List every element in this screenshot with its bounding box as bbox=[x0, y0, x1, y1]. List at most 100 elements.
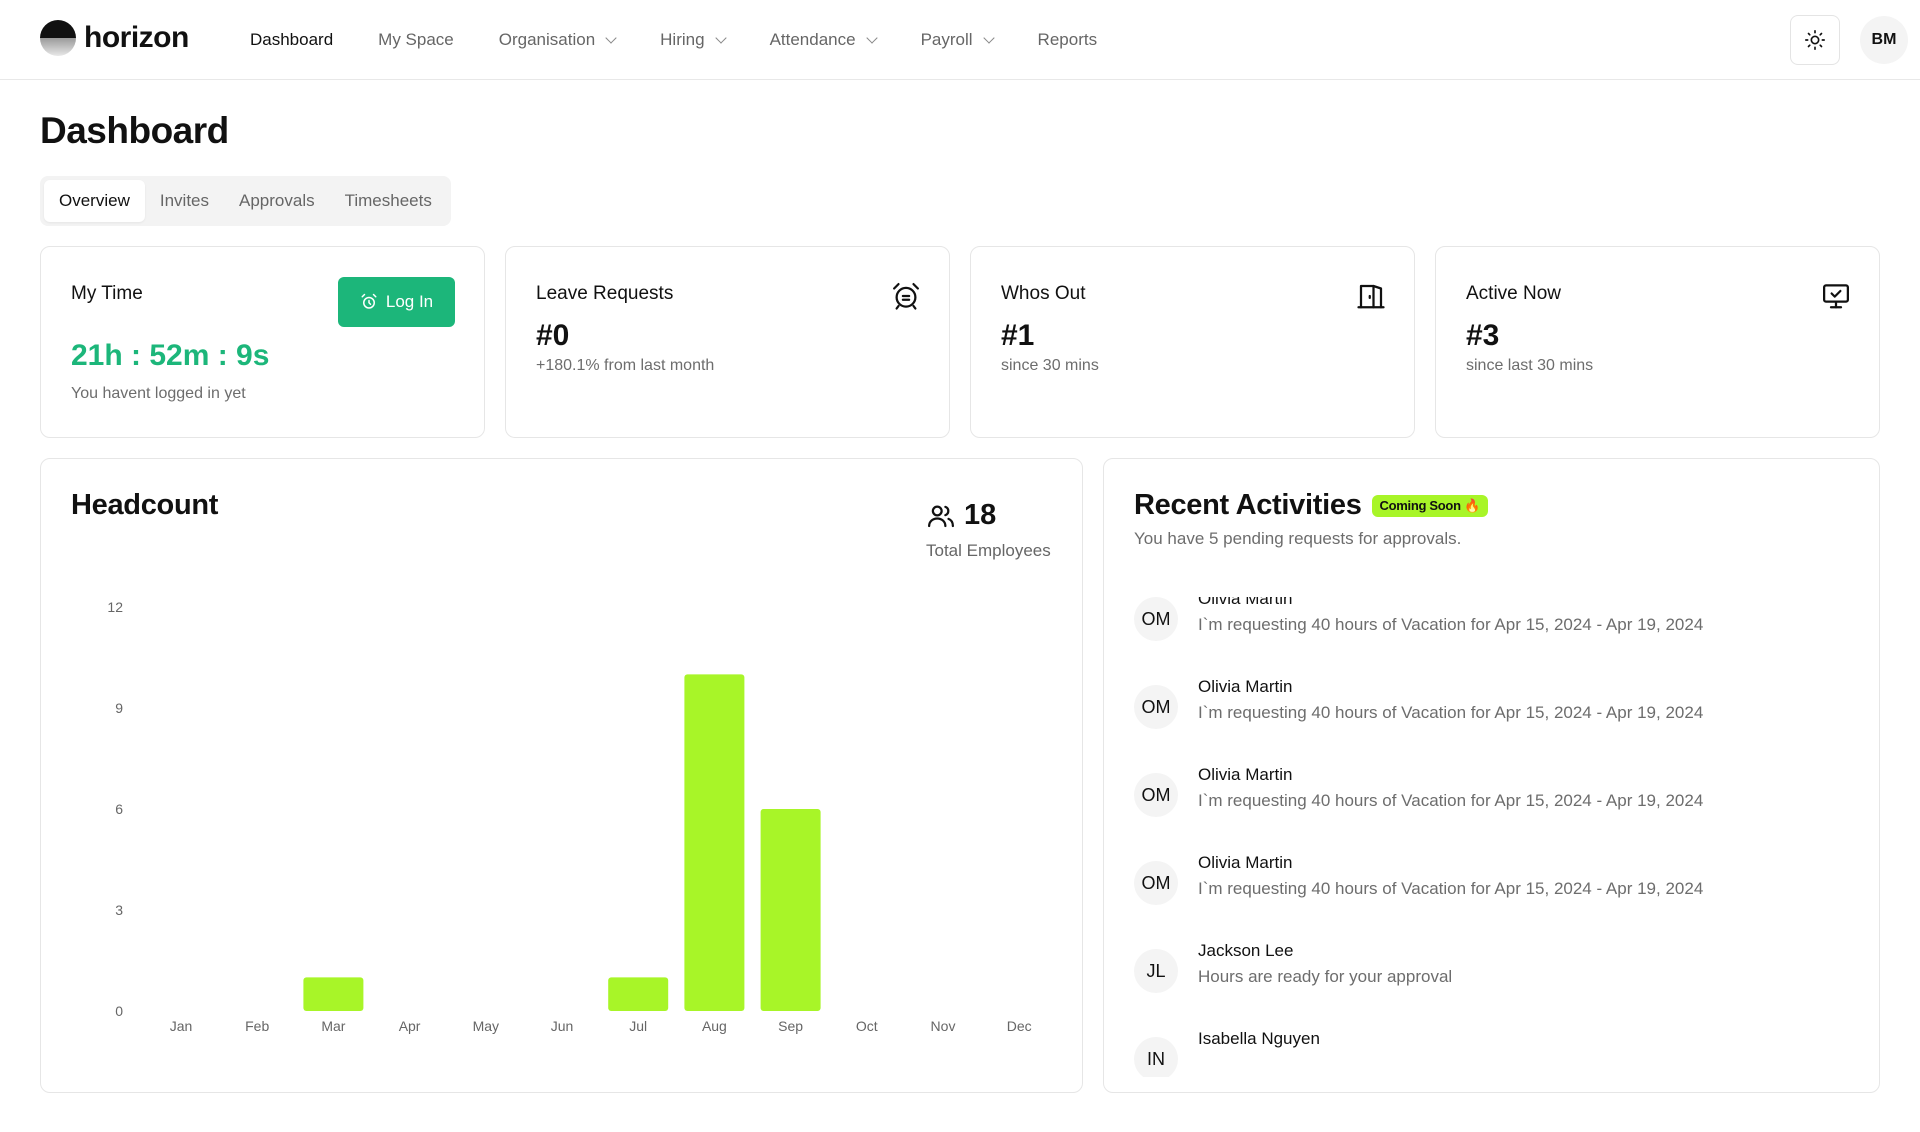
chevron-down-icon bbox=[605, 31, 617, 44]
nav-payroll[interactable]: Payroll bbox=[920, 30, 995, 50]
brand-name: horizon bbox=[84, 21, 189, 54]
door-icon bbox=[1357, 284, 1385, 309]
activity-description: I`m requesting 40 hours of Vacation for … bbox=[1198, 615, 1704, 634]
user-avatar[interactable]: BM bbox=[1860, 16, 1908, 64]
headcount-title: Headcount bbox=[71, 489, 219, 521]
tab-invites[interactable]: Invites bbox=[159, 191, 209, 210]
total-employees-count: 18 bbox=[964, 499, 997, 531]
activity-description: I`m requesting 40 hours of Vacation for … bbox=[1198, 879, 1704, 898]
bar-sep[interactable] bbox=[760, 809, 821, 1011]
coming-soon-badge: Coming Soon 🔥 bbox=[1371, 494, 1488, 517]
activity-description: I`m requesting 40 hours of Vacation for … bbox=[1198, 791, 1704, 810]
recent-activities-card: Recent Activities Coming Soon 🔥 You have… bbox=[1103, 458, 1880, 1093]
theme-toggle-button[interactable] bbox=[1790, 15, 1840, 65]
activity-item[interactable]: OM Olivia Martin I`m requesting 40 hours o… bbox=[1134, 597, 1834, 685]
y-tick-label: 3 bbox=[115, 902, 123, 918]
activity-item[interactable]: OM Olivia Martin I`m requesting 40 hours o… bbox=[1134, 853, 1834, 949]
x-tick-label: Jul bbox=[629, 1018, 647, 1034]
my-time-card: My Time Log In 21h : 52m : 9s You havent… bbox=[40, 246, 485, 438]
activity-name: Jackson Lee bbox=[1198, 941, 1294, 960]
brand-logo[interactable]: horizon bbox=[40, 20, 189, 56]
x-tick-label: Feb bbox=[245, 1018, 269, 1034]
nav-label: Hiring bbox=[660, 30, 705, 49]
x-tick-label: Oct bbox=[856, 1018, 878, 1034]
recent-activities-header: Recent Activities Coming Soon 🔥 bbox=[1134, 489, 1488, 522]
timer-display: 21h : 52m : 9s bbox=[71, 339, 270, 372]
whos-out-card: Whos Out #1 since 30 mins bbox=[970, 246, 1415, 438]
activity-item[interactable]: JL Jackson Lee Hours are ready for your ap… bbox=[1134, 941, 1834, 1037]
users-icon bbox=[928, 505, 954, 527]
activity-item[interactable]: OM Olivia Martin I`m requesting 40 hours o… bbox=[1134, 677, 1834, 773]
total-employees-label: Total Employees bbox=[926, 541, 1051, 560]
page-title: Dashboard bbox=[40, 110, 229, 151]
nav-reports[interactable]: Reports bbox=[1038, 30, 1098, 50]
nav-attendance[interactable]: Attendance bbox=[770, 30, 878, 50]
stat-subtext: +180.1% from last month bbox=[536, 357, 715, 374]
nav-my-space[interactable]: My Space bbox=[378, 30, 454, 50]
activity-avatar: OM bbox=[1134, 773, 1178, 817]
y-tick-label: 12 bbox=[107, 599, 123, 615]
activity-item[interactable]: IN Isabella Nguyen bbox=[1134, 1029, 1834, 1077]
activity-name: Isabella Nguyen bbox=[1198, 1029, 1320, 1048]
chevron-down-icon bbox=[714, 31, 727, 44]
x-tick-label: Aug bbox=[702, 1018, 727, 1034]
recent-activities-title: Recent Activities bbox=[1134, 489, 1362, 521]
activity-avatar: OM bbox=[1134, 685, 1178, 729]
bar-aug[interactable] bbox=[684, 674, 745, 1011]
my-time-title: My Time bbox=[71, 283, 143, 304]
headcount-bar-chart: 0 3 6 9 12 Jan Feb Mar Apr May Jun Jul Aug Sep Oct Nov D… bbox=[107, 599, 1031, 1034]
monitor-check-icon bbox=[1823, 284, 1849, 309]
nav-label: Payroll bbox=[920, 30, 973, 49]
logo-icon bbox=[40, 20, 76, 56]
y-tick-label: 9 bbox=[115, 700, 123, 716]
alarm-icon bbox=[893, 283, 919, 310]
alarm-clock-icon bbox=[361, 293, 377, 309]
nav-organisation[interactable]: Organisation bbox=[498, 30, 617, 50]
y-tick-label: 0 bbox=[115, 1003, 123, 1019]
main-nav: Dashboard My Space Organisation Hiring A… bbox=[250, 0, 1142, 80]
bar-mar[interactable] bbox=[303, 977, 364, 1011]
nav-hiring[interactable]: Hiring bbox=[660, 30, 727, 50]
tab-approvals[interactable]: Approvals bbox=[239, 191, 315, 210]
stat-title: Active Now bbox=[1466, 283, 1562, 304]
log-in-label: Log In bbox=[385, 292, 434, 311]
nav-label: My Space bbox=[378, 30, 454, 49]
y-tick-label: 6 bbox=[115, 801, 123, 817]
total-employees: 18 bbox=[926, 499, 996, 532]
nav-label: Organisation bbox=[498, 30, 596, 49]
activity-list[interactable]: OM Olivia Martin I`m requesting 40 hours o… bbox=[1134, 597, 1834, 1077]
activity-name: Olivia Martin bbox=[1198, 597, 1293, 608]
x-tick-label: May bbox=[473, 1018, 499, 1034]
activity-name: Olivia Martin bbox=[1198, 853, 1293, 872]
stat-title: Leave Requests bbox=[536, 283, 674, 304]
pending-requests-text: You have 5 pending requests for approval… bbox=[1134, 529, 1462, 548]
nav-label: Dashboard bbox=[250, 30, 334, 49]
top-navbar: horizon Dashboard My Space Organisation … bbox=[0, 0, 1920, 80]
stat-subtext: since last 30 mins bbox=[1466, 357, 1594, 374]
activity-description: Hours are ready for your approval bbox=[1198, 967, 1453, 986]
leave-requests-card: Leave Requests #0 +180.1% from last mont… bbox=[505, 246, 950, 438]
activity-item[interactable]: OM Olivia Martin I`m requesting 40 hours o… bbox=[1134, 765, 1834, 861]
activity-name: Olivia Martin bbox=[1198, 765, 1293, 784]
x-tick-label: Apr bbox=[399, 1018, 421, 1034]
nav-dashboard[interactable]: Dashboard bbox=[250, 30, 333, 50]
stat-value: #1 bbox=[1001, 319, 1035, 352]
x-tick-label: Jan bbox=[170, 1018, 193, 1034]
x-tick-label: Mar bbox=[321, 1018, 345, 1034]
activity-avatar: OM bbox=[1134, 861, 1178, 905]
tab-overview[interactable]: Overview bbox=[44, 180, 145, 222]
activity-avatar: JL bbox=[1134, 949, 1178, 993]
headcount-card: Headcount 18 Total Employees 0 3 6 9 12 Jan Fe… bbox=[40, 458, 1083, 1093]
login-status: You havent logged in yet bbox=[71, 385, 246, 402]
x-tick-label: Sep bbox=[778, 1018, 803, 1034]
tab-timesheets[interactable]: Timesheets bbox=[344, 191, 432, 210]
x-tick-label: Nov bbox=[931, 1018, 956, 1034]
dashboard-tabs: Overview Invites Approvals Timesheets bbox=[40, 176, 451, 226]
log-in-button[interactable]: Log In bbox=[338, 277, 455, 327]
activity-description: I`m requesting 40 hours of Vacation for … bbox=[1198, 703, 1704, 722]
activity-avatar: IN bbox=[1134, 1037, 1178, 1077]
bar-jul[interactable] bbox=[608, 977, 669, 1011]
chevron-down-icon bbox=[865, 31, 878, 44]
stat-title: Whos Out bbox=[1001, 283, 1086, 304]
activity-name: Olivia Martin bbox=[1198, 677, 1293, 696]
